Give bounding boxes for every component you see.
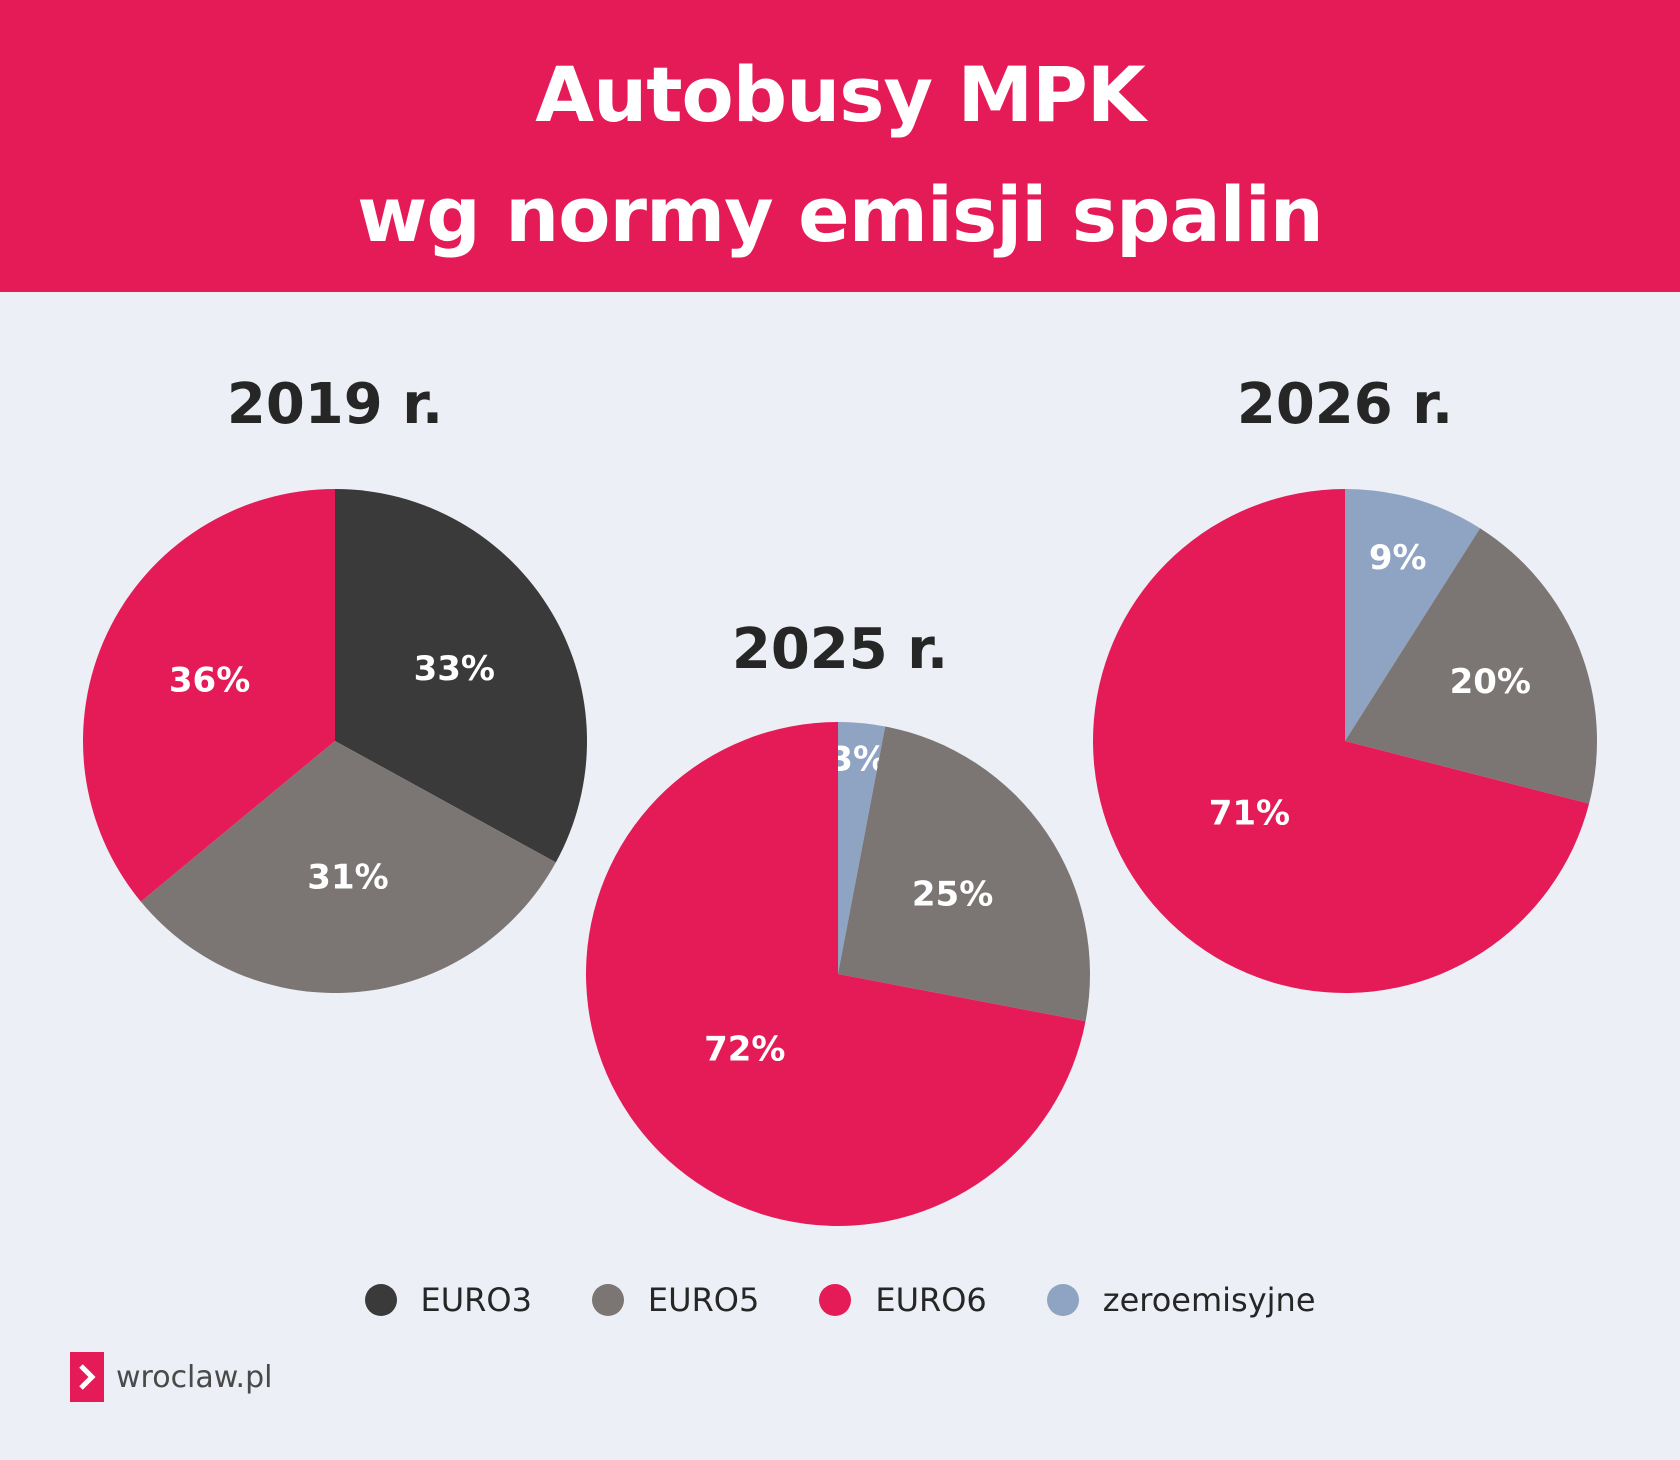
chart-title-line-1: Autobusy MPK bbox=[535, 50, 1145, 139]
pie-title-2019: 2019 r. bbox=[226, 372, 444, 437]
legend-item-euro3: EURO3 bbox=[364, 1281, 532, 1319]
pie-slice-2025-zeroemisyjne bbox=[838, 722, 886, 974]
legend-label-euro5: EURO5 bbox=[647, 1281, 760, 1319]
pie-label-2026-zeroemisyjne: 9% bbox=[1369, 538, 1427, 578]
chevron-right-icon bbox=[70, 1352, 104, 1402]
pie-label-2019-euro3: 33% bbox=[414, 649, 495, 689]
pie-slice-2025-euro5 bbox=[838, 726, 1091, 1022]
pie-slice-2019-euro6 bbox=[83, 489, 335, 902]
pie-slice-2026-zeroemisyjne bbox=[1345, 489, 1481, 741]
pie-label-2025-euro5: 25% bbox=[912, 875, 993, 915]
pie-label-2025-euro6: 72% bbox=[704, 1030, 785, 1070]
legend: EURO3 EURO5 EURO6 zeroemisyjne bbox=[0, 1272, 1680, 1328]
brand[interactable]: wroclaw.pl bbox=[70, 1352, 272, 1402]
legend-item-zeroemisyjne: zeroemisyjne bbox=[1046, 1281, 1316, 1319]
brand-text: wroclaw.pl bbox=[116, 1359, 273, 1395]
legend-label-zeroemisyjne: zeroemisyjne bbox=[1102, 1281, 1316, 1319]
legend-swatch-euro6 bbox=[819, 1284, 852, 1316]
header-banner: Autobusy MPK wg normy emisji spalin bbox=[0, 0, 1680, 292]
pie-2019: 33% 31% 36% bbox=[83, 489, 587, 993]
pie-label-2026-euro5: 20% bbox=[1450, 662, 1531, 702]
pie-title-2026: 2026 r. bbox=[1236, 372, 1454, 437]
chart-title-line-2: wg normy emisji spalin bbox=[357, 170, 1324, 259]
legend-item-euro6: EURO6 bbox=[819, 1281, 987, 1319]
pie-slice-2026-euro6 bbox=[1092, 489, 1590, 993]
pie-slice-2019-euro3 bbox=[335, 489, 587, 863]
pie-label-2026-euro6: 71% bbox=[1209, 794, 1290, 834]
pie-slice-2026-euro5 bbox=[1345, 528, 1597, 804]
pie-slice-2025-euro6 bbox=[586, 722, 1086, 1227]
legend-label-euro3: EURO3 bbox=[420, 1281, 532, 1319]
pie-label-2019-euro6: 36% bbox=[169, 661, 250, 701]
pie-slice-2019-euro5 bbox=[140, 741, 556, 993]
legend-swatch-euro5 bbox=[591, 1284, 624, 1316]
legend-swatch-zeroemisyjne bbox=[1046, 1284, 1079, 1316]
legend-item-euro5: EURO5 bbox=[591, 1281, 760, 1319]
legend-swatch-euro3 bbox=[364, 1284, 397, 1316]
pie-label-2019-euro5: 31% bbox=[307, 858, 388, 898]
pie-title-2025: 2025 r. bbox=[731, 617, 949, 682]
pie-2026: 9% 20% 71% bbox=[1092, 489, 1597, 993]
pie-2025: 3%25%72% bbox=[586, 722, 1091, 1227]
legend-label-euro6: EURO6 bbox=[875, 1281, 987, 1319]
